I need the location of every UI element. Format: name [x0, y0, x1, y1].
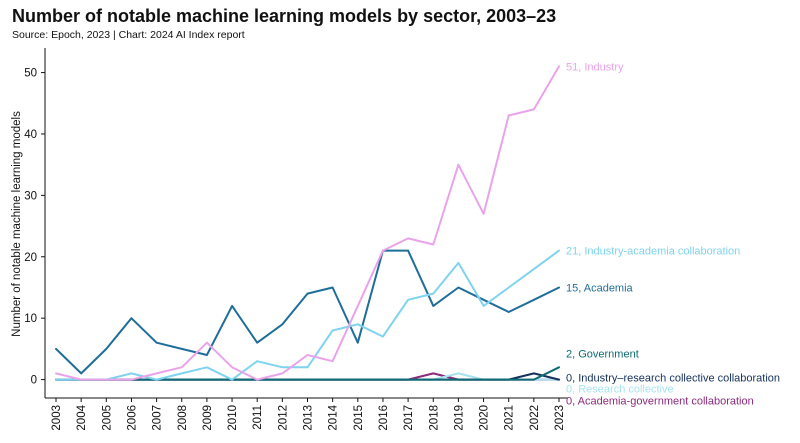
x-tick-label: 2009	[202, 405, 214, 431]
y-tick-label: 0	[31, 375, 37, 387]
series-line-government	[55, 366, 560, 381]
y-tick-label: 40	[24, 129, 37, 141]
x-tick-label: 2006	[126, 405, 138, 431]
x-tick-label: 2017	[403, 405, 415, 431]
series-end-label-academia-government-collaboration: 0, Academia-government collaboration	[566, 396, 754, 408]
y-tick-label: 20	[24, 252, 37, 264]
y-tick-label: 50	[24, 68, 37, 80]
x-tick-label: 2005	[101, 405, 113, 431]
x-tick-label: 2008	[177, 405, 189, 431]
x-tick-label: 2004	[76, 404, 88, 430]
x-axis-ticks: 2003 2004 2005 2006 2007 2008 2009 2010 2011 2012…	[51, 398, 566, 431]
series-line-academia	[55, 249, 560, 375]
series-end-labels: 51, Industry 21, Industry-academia collab…	[566, 61, 780, 407]
x-tick-label: 2015	[353, 405, 365, 431]
y-tick-label: 10	[24, 313, 37, 325]
series-line-industry-academia-collaboration	[55, 249, 560, 381]
series-end-label-industry-research-collective-collaboration: 0, Industry–research collective collabor…	[566, 373, 780, 385]
x-tick-label: 2007	[152, 405, 164, 431]
y-axis-label: Number of notable machine learning model…	[11, 111, 23, 337]
series-end-label-industry-academia-collaboration: 21, Industry-academia collaboration	[566, 246, 740, 258]
series-end-label-academia: 15, Academia	[566, 282, 634, 294]
x-tick-label: 2023	[554, 405, 566, 431]
y-tick-label: 30	[24, 190, 37, 202]
x-tick-label: 2021	[504, 405, 516, 431]
chart-title: Number of notable machine learning model…	[12, 6, 557, 26]
x-tick-label: 2018	[428, 405, 440, 431]
x-tick-label: 2022	[529, 405, 541, 431]
series-end-label-research-collective: 0, Research collective	[566, 384, 674, 396]
x-tick-label: 2014	[328, 404, 340, 430]
series-line-industry	[55, 65, 560, 381]
y-axis-ticks: 0 10 20 30 40 50	[24, 68, 45, 387]
x-tick-label: 2016	[378, 405, 390, 431]
x-tick-label: 2019	[453, 405, 465, 431]
chart-source: Source: Epoch, 2023 | Chart: 2024 AI Ind…	[12, 29, 245, 41]
x-tick-label: 2011	[252, 405, 264, 430]
series-end-label-industry: 51, Industry	[566, 61, 624, 73]
x-tick-label: 2003	[51, 405, 63, 431]
plot-frame	[44, 48, 568, 399]
series-lines	[55, 65, 560, 381]
series-end-label-government: 2, Government	[566, 348, 639, 360]
x-tick-label: 2012	[277, 405, 289, 431]
x-tick-label: 2013	[303, 405, 315, 431]
x-tick-label: 2010	[227, 405, 239, 431]
x-tick-label: 2020	[479, 405, 491, 431]
